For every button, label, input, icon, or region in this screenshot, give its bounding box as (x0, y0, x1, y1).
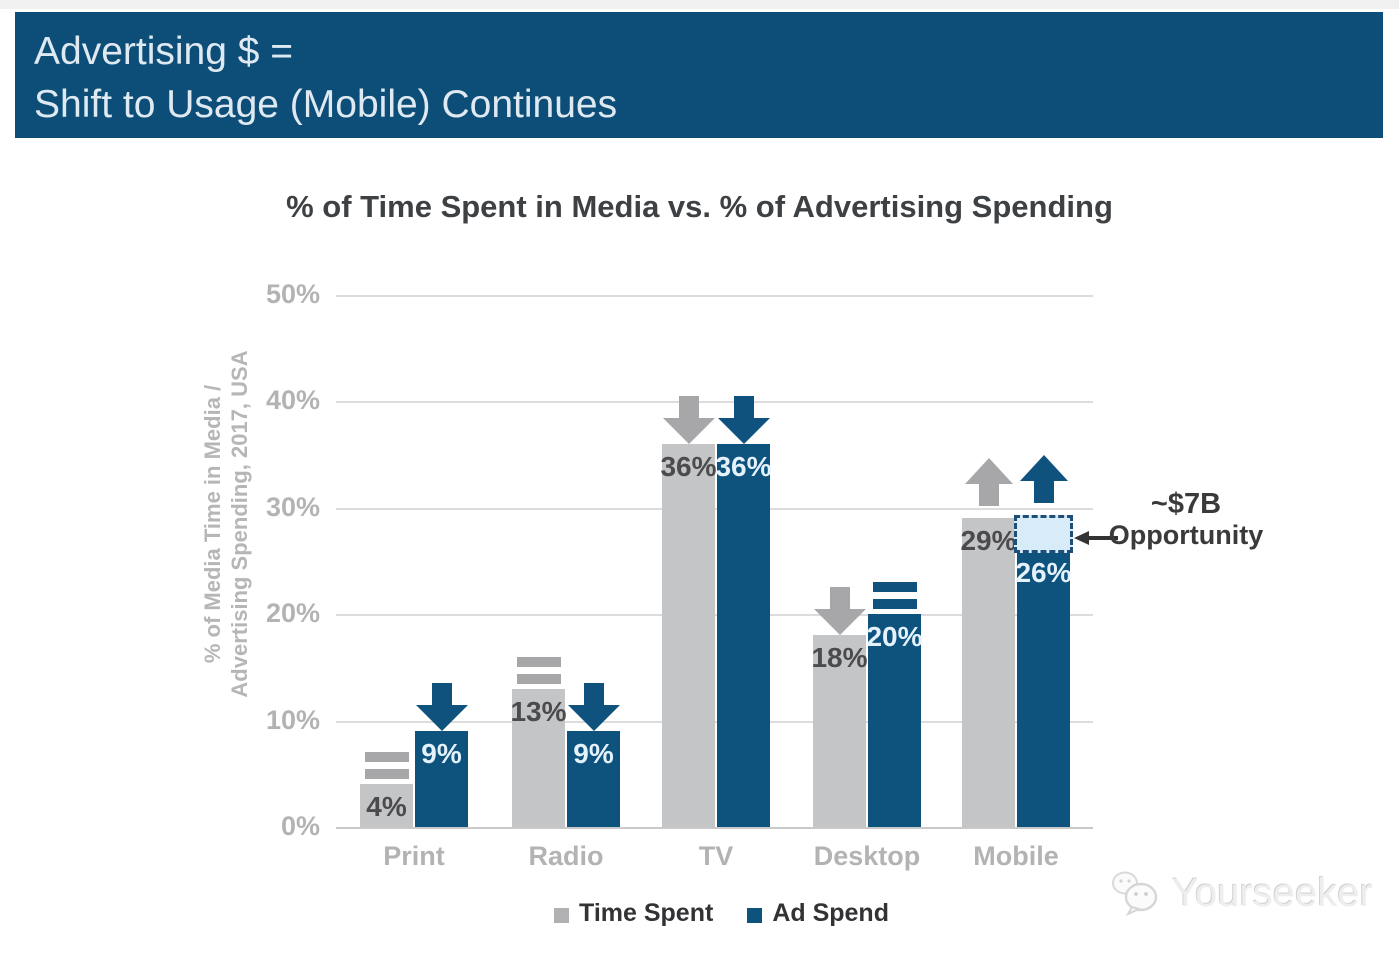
legend-label-time-spent: Time Spent (579, 899, 714, 927)
bar-print-ad-spend (415, 731, 468, 827)
bar-print-time-spent (360, 784, 413, 827)
header-title-line2: Shift to Usage (Mobile) Continues (34, 83, 618, 126)
y-tick-label-30pct: 30% (265, 492, 320, 522)
legend-swatch-time-spent (554, 907, 570, 923)
trend-down-icon (416, 683, 468, 731)
x-axis-label-mobile: Mobile (973, 841, 1059, 871)
bar-value-label-mobile-ad-spend: 26% (1015, 557, 1072, 588)
trend-up-icon (965, 458, 1013, 506)
trend-down-icon (718, 396, 770, 444)
y-tick-label-0pct: 0% (280, 811, 320, 841)
watermark: Yourseeker (1108, 868, 1373, 918)
bar-value-label-desktop-ad-spend: 20% (866, 621, 923, 652)
trend-down-icon (663, 396, 715, 444)
trend-flat-icon (872, 582, 918, 609)
gridline-0pct (336, 827, 1093, 829)
legend-swatch-ad-spend (747, 907, 763, 923)
trend-up-icon (1020, 455, 1068, 503)
opportunity-annotation-value: ~$7B (1150, 488, 1222, 520)
x-axis-label-print: Print (383, 841, 445, 871)
opportunity-annotation-label: Opportunity (1108, 520, 1264, 550)
header-title-line1: Advertising $ = (34, 30, 294, 73)
bar-radio-ad-spend (567, 731, 620, 827)
x-axis-label-radio: Radio (528, 841, 604, 871)
bar-mobile-ad-spend (1017, 550, 1070, 827)
y-tick-label-10pct: 10% (265, 705, 320, 735)
trend-down-icon (814, 587, 866, 635)
opportunity-gap-box (1014, 515, 1073, 553)
x-axis-label-desktop: Desktop (813, 841, 921, 871)
trend-flat-icon (516, 657, 562, 684)
bar-value-label-mobile-time-spent: 29% (960, 525, 1017, 556)
bar-value-label-print-time-spent: 4% (366, 791, 407, 822)
bar-value-label-radio-time-spent: 13% (510, 696, 567, 727)
bar-value-label-tv-ad-spend: 36% (715, 451, 772, 482)
bar-value-label-tv-time-spent: 36% (660, 451, 717, 482)
bar-value-label-radio-ad-spend: 9% (573, 738, 614, 769)
legend-item-time-spent: Time Spent (554, 899, 713, 928)
annotation-pointer-arrow-icon (1074, 531, 1118, 545)
y-tick-label-50pct: 50% (265, 279, 320, 309)
opportunity-annotation: ~$7B Opportunity (1100, 489, 1272, 551)
gridline-40pct (336, 401, 1093, 403)
trend-flat-icon (364, 752, 410, 779)
x-axis-label-tv: TV (698, 841, 734, 871)
bar-desktop-ad-spend (868, 614, 921, 827)
legend-label-ad-spend: Ad Spend (772, 899, 889, 927)
bar-desktop-time-spent (813, 635, 866, 827)
y-tick-label-20pct: 20% (265, 598, 320, 628)
bar-radio-time-spent (512, 689, 565, 827)
bar-tv-ad-spend (717, 444, 770, 827)
legend: Time Spent Ad Spend (22, 899, 1399, 928)
header-banner: Advertising $ = Shift to Usage (Mobile) … (15, 12, 1383, 138)
bar-mobile-time-spent (962, 518, 1015, 827)
bar-value-label-desktop-time-spent: 18% (811, 642, 868, 673)
watermark-text: Yourseeker (1172, 870, 1373, 915)
legend-item-ad-spend: Ad Spend (747, 899, 889, 928)
y-tick-label-40pct: 40% (265, 385, 320, 415)
top-edge-strip (0, 0, 1399, 9)
gridline-50pct (336, 295, 1093, 297)
trend-down-icon (568, 683, 620, 731)
chat-bubbles-logo-icon (1112, 871, 1158, 917)
bar-value-label-print-ad-spend: 9% (421, 738, 462, 769)
chart-title: % of Time Spent in Media vs. % of Advert… (286, 189, 1113, 224)
bar-tv-time-spent (662, 444, 715, 827)
